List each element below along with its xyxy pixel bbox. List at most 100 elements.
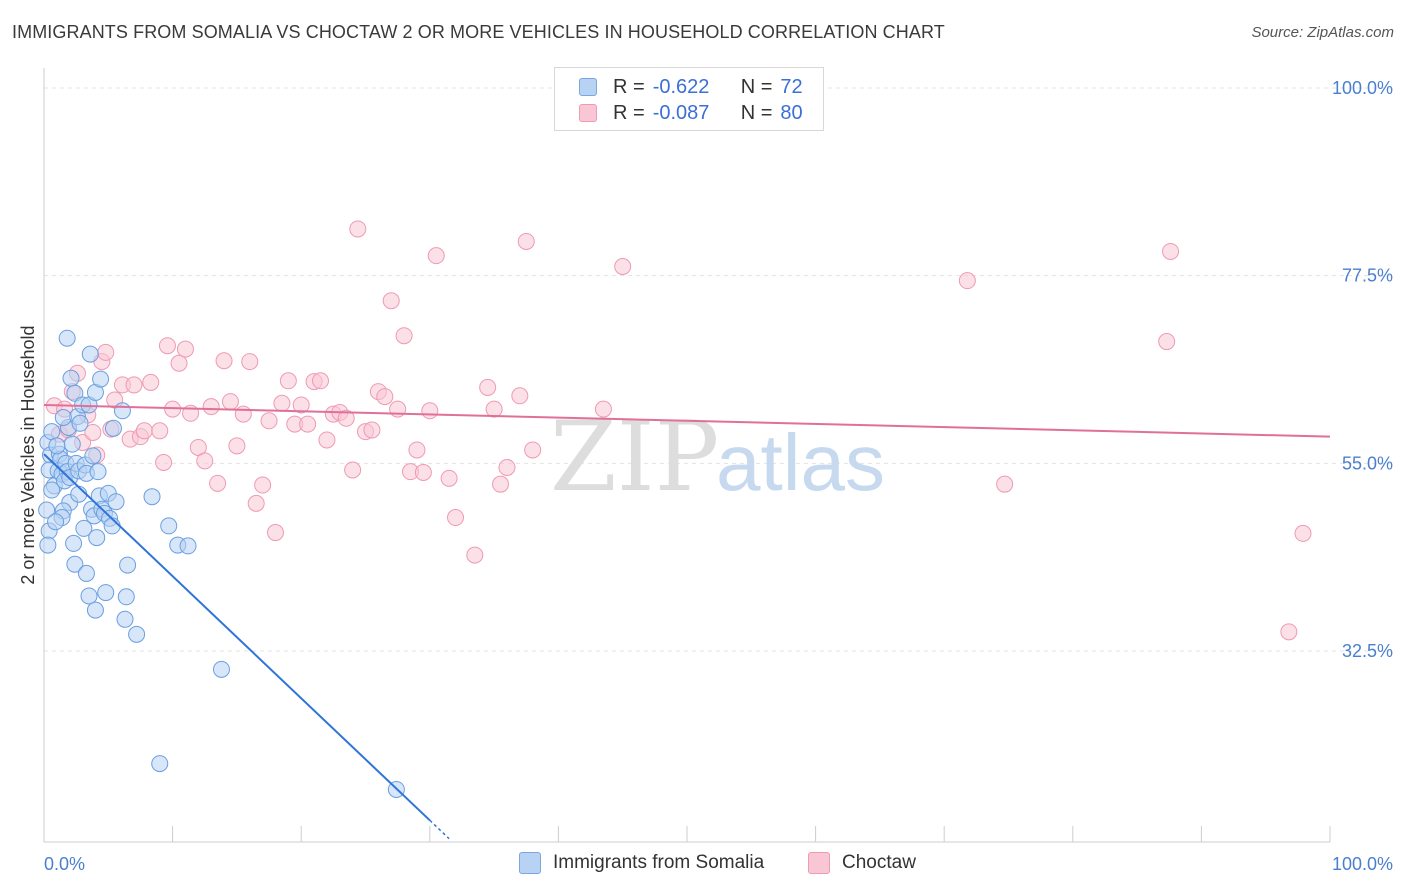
- data-point-somalia: [63, 435, 81, 453]
- data-point-choctaw: [447, 509, 465, 527]
- data-point-somalia: [43, 423, 61, 441]
- data-point-choctaw: [311, 372, 329, 390]
- data-point-choctaw: [376, 388, 394, 406]
- trend-line-somalia: [43, 453, 431, 822]
- data-point-choctaw: [318, 431, 336, 449]
- data-point-choctaw: [344, 461, 362, 479]
- data-point-choctaw: [202, 398, 220, 416]
- legend-row-choctaw: R = -0.087 N = 80: [579, 100, 803, 126]
- legend-r-value: -0.087: [652, 101, 710, 124]
- correlation-legend: R = -0.622 N = 72 R = -0.087 N = 80: [554, 67, 824, 131]
- data-point-choctaw: [1280, 623, 1298, 641]
- y-tick-label: 55.0%: [1342, 453, 1393, 473]
- data-point-choctaw: [517, 232, 535, 250]
- data-point-somalia: [47, 513, 65, 531]
- data-point-somalia: [107, 493, 125, 511]
- data-point-choctaw: [260, 412, 278, 430]
- data-point-somalia: [66, 384, 84, 402]
- data-point-choctaw: [382, 292, 400, 310]
- source-credit: Source: ZipAtlas.com: [1251, 24, 1394, 41]
- watermark-atlas: atlas: [716, 418, 885, 507]
- data-point-choctaw: [492, 475, 510, 493]
- grid-lines: [44, 87, 1392, 652]
- data-point-choctaw: [247, 494, 265, 512]
- legend-n-value: 80: [780, 101, 803, 124]
- data-point-choctaw: [408, 441, 426, 459]
- legend-item-somalia[interactable]: Immigrants from Somalia: [519, 852, 764, 874]
- data-point-choctaw: [209, 474, 227, 492]
- data-point-choctaw: [273, 394, 291, 412]
- data-point-choctaw: [155, 453, 173, 471]
- x-tick-label: 100.0%: [1332, 854, 1393, 874]
- trend-lines: [43, 403, 1331, 840]
- data-point-choctaw: [414, 464, 432, 482]
- y-tick-label: 32.5%: [1342, 641, 1393, 661]
- trend-line-choctaw: [43, 403, 1331, 438]
- data-point-choctaw: [524, 441, 542, 459]
- data-point-choctaw: [84, 423, 102, 441]
- data-point-choctaw: [958, 272, 976, 290]
- data-point-choctaw: [142, 373, 160, 391]
- data-point-choctaw: [485, 400, 503, 418]
- data-point-somalia: [103, 517, 121, 535]
- legend-label-somalia: Immigrants from Somalia: [553, 852, 765, 873]
- series-choctaw-points: [45, 220, 1312, 641]
- data-point-somalia: [212, 660, 230, 678]
- data-point-somalia: [80, 587, 98, 605]
- data-point-choctaw: [498, 459, 516, 477]
- data-point-somalia: [84, 447, 102, 465]
- data-point-somalia: [62, 369, 80, 387]
- data-point-choctaw: [221, 393, 239, 411]
- data-point-somalia: [66, 555, 84, 573]
- data-point-choctaw: [395, 327, 413, 345]
- data-point-choctaw: [292, 396, 310, 414]
- data-point-choctaw: [176, 340, 194, 358]
- data-point-choctaw: [254, 476, 272, 494]
- y-tick-label: 77.5%: [1342, 266, 1393, 286]
- legend-item-choctaw[interactable]: Choctaw: [808, 852, 916, 874]
- data-point-somalia: [38, 501, 56, 519]
- data-point-somalia: [88, 529, 106, 547]
- data-point-somalia: [75, 519, 93, 537]
- data-point-choctaw: [196, 452, 214, 470]
- data-point-choctaw: [479, 378, 497, 396]
- data-point-choctaw: [266, 524, 284, 542]
- data-point-choctaw: [279, 372, 297, 390]
- legend-swatch-pink: [579, 104, 597, 122]
- data-point-choctaw: [241, 353, 259, 371]
- data-point-somalia: [143, 488, 161, 506]
- data-point-choctaw: [1294, 524, 1312, 542]
- data-point-choctaw: [135, 422, 153, 440]
- data-point-choctaw: [349, 220, 367, 238]
- data-point-choctaw: [234, 405, 252, 423]
- data-point-choctaw: [1158, 333, 1176, 351]
- data-point-somalia: [54, 408, 72, 426]
- data-point-choctaw: [614, 257, 632, 275]
- data-point-choctaw: [125, 376, 143, 394]
- legend-swatch-blue: [519, 852, 541, 874]
- data-point-choctaw: [97, 343, 115, 361]
- data-point-somalia: [65, 534, 83, 552]
- data-point-choctaw: [337, 409, 355, 427]
- legend-row-somalia: R = -0.622 N = 72: [579, 74, 803, 100]
- legend-n-label: N =: [740, 101, 773, 124]
- data-point-choctaw: [421, 402, 439, 420]
- data-point-somalia: [117, 588, 135, 606]
- data-point-choctaw: [427, 247, 445, 265]
- data-point-somalia: [104, 419, 122, 437]
- data-point-somalia: [116, 610, 134, 628]
- legend-n-value: 72: [780, 75, 803, 98]
- data-point-somalia: [70, 485, 88, 503]
- series-somalia-points: [38, 329, 405, 798]
- data-point-somalia: [179, 537, 197, 555]
- data-point-somalia: [39, 536, 57, 554]
- data-point-choctaw: [440, 469, 458, 487]
- data-point-somalia: [92, 370, 110, 388]
- y-tick-label: 100.0%: [1332, 78, 1393, 98]
- y-axis-label: 2 or more Vehicles in Household: [18, 325, 38, 584]
- data-point-somalia: [128, 625, 146, 643]
- data-point-choctaw: [511, 387, 529, 405]
- tick-labels: 32.5% 55.0% 77.5% 100.0% 0.0% 100.0%: [44, 78, 1393, 874]
- data-point-somalia: [43, 481, 61, 499]
